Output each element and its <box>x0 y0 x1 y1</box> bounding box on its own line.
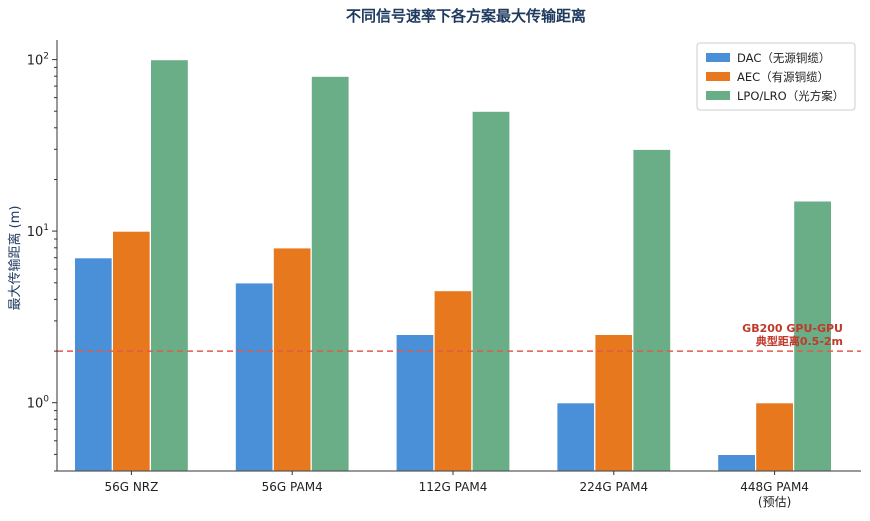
legend-entry: DAC（无源铜缆） <box>737 51 830 65</box>
bar-lpo-3 <box>632 148 672 472</box>
axes-layer: 100 101 102 56G NRZ 56G PAM4 112G PAM4 224G PA… <box>27 40 861 509</box>
y-tick-label: 102 <box>27 52 49 69</box>
x-tick-label: (预估) <box>758 495 791 509</box>
bar-aec-4 <box>754 402 795 472</box>
bar-aec-3 <box>594 333 634 472</box>
y-tick-label: 101 <box>27 223 49 240</box>
legend-swatch <box>706 53 730 62</box>
reference-label-line1: GB200 GPU-GPU <box>742 322 843 335</box>
x-tick-label: 56G PAM4 <box>262 480 323 494</box>
bar-dac-0 <box>73 257 114 472</box>
bar-dac-3 <box>556 402 596 472</box>
bar-lpo-4 <box>792 200 833 472</box>
bar-dac-2 <box>395 333 435 472</box>
x-tick-label: 224G PAM4 <box>579 480 648 494</box>
bar-dac-1 <box>234 282 274 472</box>
x-tick-label: 112G PAM4 <box>419 480 488 494</box>
bars-layer <box>73 58 833 472</box>
legend-swatch <box>706 72 730 81</box>
reference-label-line2: 典型距离0.5-2m <box>756 334 843 348</box>
bar-lpo-2 <box>471 110 511 472</box>
bar-lpo-0 <box>149 58 189 472</box>
x-tick-label: 56G NRZ <box>104 480 158 494</box>
legend-swatch <box>706 91 730 100</box>
bar-dac-4 <box>716 453 757 472</box>
legend-entry: AEC（有源铜缆） <box>737 70 829 84</box>
legend: DAC（无源铜缆） AEC（有源铜缆） LPO/LRO（光方案） <box>696 42 856 111</box>
bar-aec-2 <box>433 290 473 472</box>
x-tick-label: 448G PAM4 <box>740 480 809 494</box>
bar-lpo-1 <box>310 75 350 472</box>
bar-aec-1 <box>272 247 312 472</box>
legend-box <box>696 42 856 111</box>
y-axis-label: 最大传输距离 (m) <box>7 206 23 311</box>
y-tick-label: 100 <box>27 395 50 412</box>
legend-entry: LPO/LRO（光方案） <box>737 89 844 103</box>
chart-title: 不同信号速率下各方案最大传输距离 <box>346 7 586 25</box>
